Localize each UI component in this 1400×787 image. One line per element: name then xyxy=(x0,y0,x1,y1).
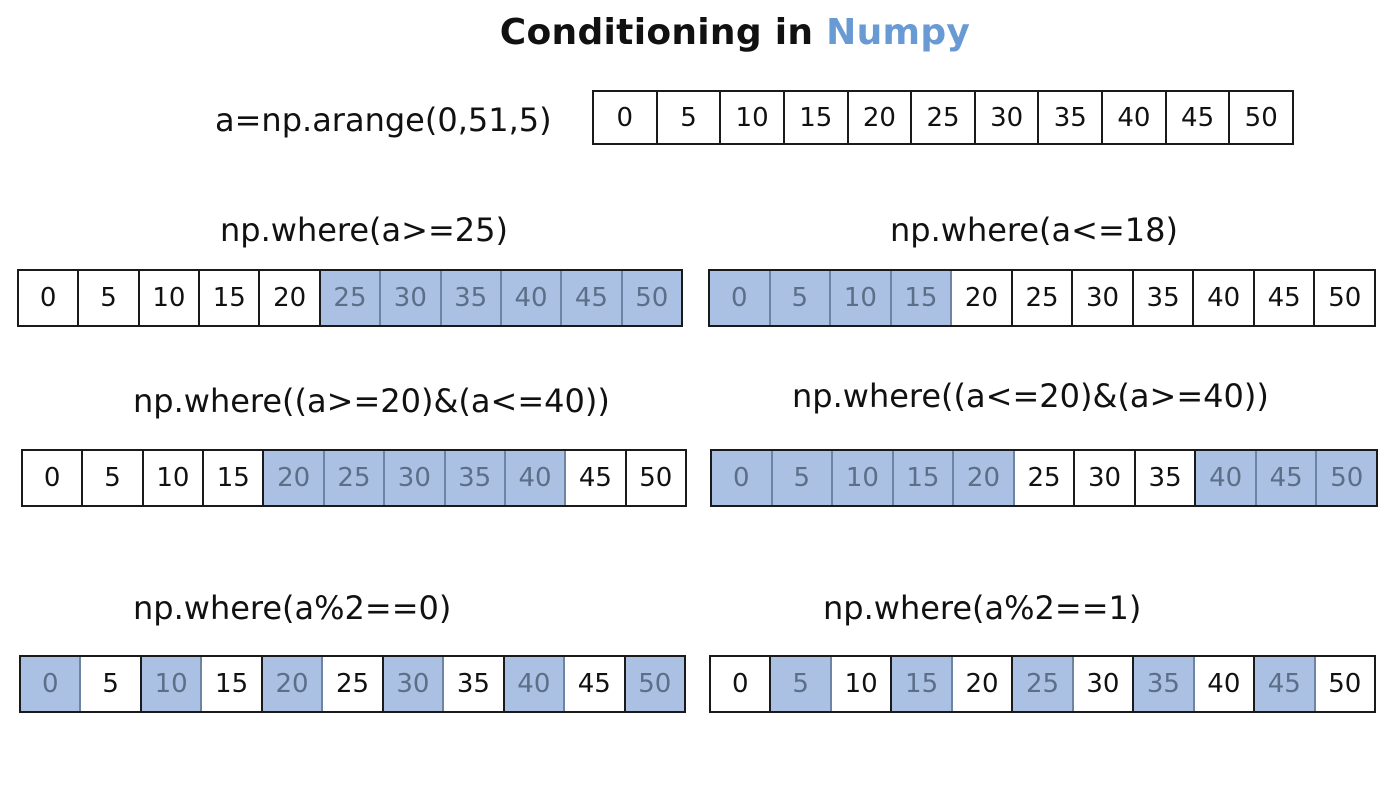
array-cell: 0 xyxy=(594,92,658,143)
array-cell-highlighted: 30 xyxy=(381,271,442,325)
array-cell-highlighted: 5 xyxy=(771,657,832,711)
array-cell-highlighted: 45 xyxy=(562,271,623,325)
array-cell-highlighted: 50 xyxy=(1317,451,1377,505)
array-cell-highlighted: 40 xyxy=(501,271,563,325)
array-cell: 15 xyxy=(200,271,261,325)
panel-label-range: np.where((a>=20)&(a<=40)) xyxy=(133,382,610,420)
array-cell: 35 xyxy=(1135,451,1197,505)
array-cell: 35 xyxy=(1039,92,1104,143)
array-cell: 40 xyxy=(1194,271,1255,325)
array-cell: 10 xyxy=(721,92,785,143)
array-cell-highlighted: 45 xyxy=(1256,451,1318,505)
array-cell: 5 xyxy=(81,657,142,711)
array-cell-highlighted: 15 xyxy=(893,451,955,505)
array-cell: 0 xyxy=(19,271,80,325)
array-cell-highlighted: 20 xyxy=(264,451,325,505)
array-cell: 30 xyxy=(1073,271,1134,325)
array-cell-highlighted: 50 xyxy=(622,271,681,325)
array-cell-highlighted: 25 xyxy=(324,451,386,505)
array-cell: 30 xyxy=(975,92,1040,143)
array-cell: 0 xyxy=(711,657,772,711)
array-cell-highlighted: 10 xyxy=(833,451,894,505)
array-cell-highlighted: 10 xyxy=(141,657,203,711)
array-cell: 50 xyxy=(626,451,685,505)
array-cell: 15 xyxy=(784,92,849,143)
source-array: 0 5 10 15 20 25 30 35 40 45 50 xyxy=(592,90,1294,145)
array-outside: 0 5 10 15 20 25 30 35 40 45 50 xyxy=(710,449,1378,507)
array-cell: 25 xyxy=(1012,271,1074,325)
panel-label-le18: np.where(a<=18) xyxy=(890,211,1178,249)
array-cell-highlighted: 45 xyxy=(1255,657,1316,711)
array-cell-highlighted: 15 xyxy=(891,271,953,325)
array-cell-highlighted: 0 xyxy=(21,657,82,711)
array-cell-highlighted: 40 xyxy=(504,657,566,711)
array-cell-highlighted: 35 xyxy=(441,271,502,325)
array-cell: 25 xyxy=(1014,451,1076,505)
array-cell: 20 xyxy=(848,92,913,143)
array-cell: 10 xyxy=(831,657,893,711)
array-cell-highlighted: 30 xyxy=(383,657,445,711)
array-cell: 45 xyxy=(566,451,627,505)
array-cell: 35 xyxy=(1133,271,1195,325)
array-cell: 40 xyxy=(1103,92,1167,143)
array-odd: 0 5 10 15 20 25 30 35 40 45 50 xyxy=(709,655,1376,713)
array-cell-highlighted: 30 xyxy=(385,451,446,505)
array-cell-highlighted: 25 xyxy=(320,271,382,325)
panel-label-even: np.where(a%2==0) xyxy=(133,589,452,627)
page-title: Conditioning in Numpy xyxy=(0,12,1400,53)
array-cell: 10 xyxy=(143,451,205,505)
array-cell: 50 xyxy=(1315,271,1375,325)
array-cell: 5 xyxy=(79,271,140,325)
array-cell-highlighted: 0 xyxy=(710,271,771,325)
array-cell: 50 xyxy=(1230,92,1293,143)
array-range: 0 5 10 15 20 25 30 35 40 45 50 xyxy=(21,449,687,507)
array-cell-highlighted: 15 xyxy=(892,657,953,711)
array-cell-highlighted: 50 xyxy=(625,657,684,711)
array-cell: 5 xyxy=(657,92,722,143)
array-cell-highlighted: 35 xyxy=(445,451,506,505)
panel-label-outside: np.where((a<=20)&(a>=40)) xyxy=(792,377,1269,415)
array-cell: 5 xyxy=(83,451,144,505)
array-cell: 45 xyxy=(565,657,626,711)
array-cell-highlighted: 10 xyxy=(831,271,892,325)
array-cell-highlighted: 35 xyxy=(1134,657,1195,711)
array-cell: 15 xyxy=(204,451,265,505)
array-cell-highlighted: 20 xyxy=(262,657,324,711)
array-cell: 15 xyxy=(202,657,263,711)
array-cell: 20 xyxy=(952,271,1013,325)
panel-label-odd: np.where(a%2==1) xyxy=(823,589,1142,627)
array-cell: 30 xyxy=(1075,451,1136,505)
array-cell: 45 xyxy=(1166,92,1231,143)
array-cell: 20 xyxy=(260,271,321,325)
title-main: Conditioning in xyxy=(499,12,827,53)
source-label: a=np.arange(0,51,5) xyxy=(215,101,552,139)
array-cell: 40 xyxy=(1194,657,1256,711)
array-cell: 25 xyxy=(912,92,976,143)
array-cell: 50 xyxy=(1315,657,1374,711)
array-cell: 45 xyxy=(1254,271,1316,325)
array-cell-highlighted: 20 xyxy=(954,451,1015,505)
array-cell-highlighted: 5 xyxy=(770,271,832,325)
array-cell: 25 xyxy=(323,657,384,711)
array-even: 0 5 10 15 20 25 30 35 40 45 50 xyxy=(19,655,686,713)
array-cell: 20 xyxy=(952,657,1014,711)
panel-label-ge25: np.where(a>=25) xyxy=(220,211,508,249)
array-cell: 0 xyxy=(23,451,84,505)
array-cell-highlighted: 0 xyxy=(712,451,773,505)
array-cell-highlighted: 25 xyxy=(1013,657,1074,711)
array-cell-highlighted: 5 xyxy=(772,451,834,505)
array-cell: 10 xyxy=(139,271,201,325)
array-cell-highlighted: 40 xyxy=(505,451,567,505)
array-le18: 0 5 10 15 20 25 30 35 40 45 50 xyxy=(708,269,1376,327)
array-cell: 35 xyxy=(444,657,505,711)
array-cell-highlighted: 40 xyxy=(1196,451,1257,505)
title-accent: Numpy xyxy=(826,12,971,53)
array-ge25: 0 5 10 15 20 25 30 35 40 45 50 xyxy=(17,269,683,327)
array-cell: 30 xyxy=(1073,657,1135,711)
